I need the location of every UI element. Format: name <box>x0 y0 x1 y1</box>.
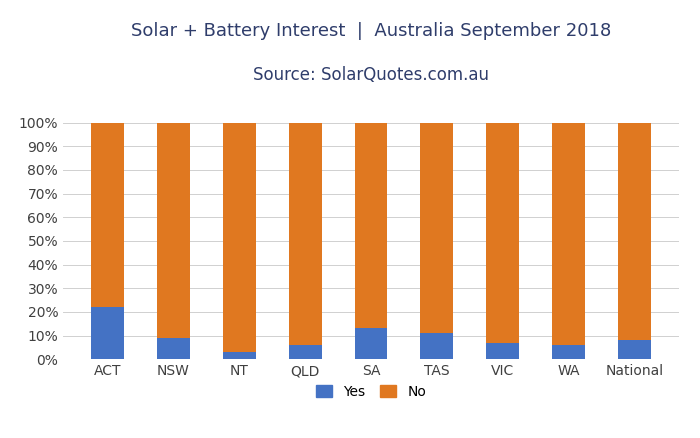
Bar <box>157 123 190 338</box>
Bar <box>486 123 519 343</box>
Bar <box>223 123 256 352</box>
Text: Source: SolarQuotes.com.au: Source: SolarQuotes.com.au <box>253 66 489 84</box>
Bar <box>618 123 651 340</box>
Bar <box>91 307 124 359</box>
Bar <box>552 345 585 359</box>
Bar <box>288 123 321 345</box>
Bar <box>552 123 585 345</box>
Bar <box>288 345 321 359</box>
Bar <box>223 352 256 359</box>
Text: Solar + Battery Interest  |  Australia September 2018: Solar + Battery Interest | Australia Sep… <box>131 22 611 40</box>
Bar <box>486 343 519 359</box>
Bar <box>354 328 388 359</box>
Bar <box>91 123 124 307</box>
Bar <box>157 338 190 359</box>
Bar <box>354 123 388 328</box>
Bar <box>421 333 454 359</box>
Bar <box>618 340 651 359</box>
Bar <box>421 123 454 333</box>
Legend: Yes, No: Yes, No <box>310 379 432 404</box>
